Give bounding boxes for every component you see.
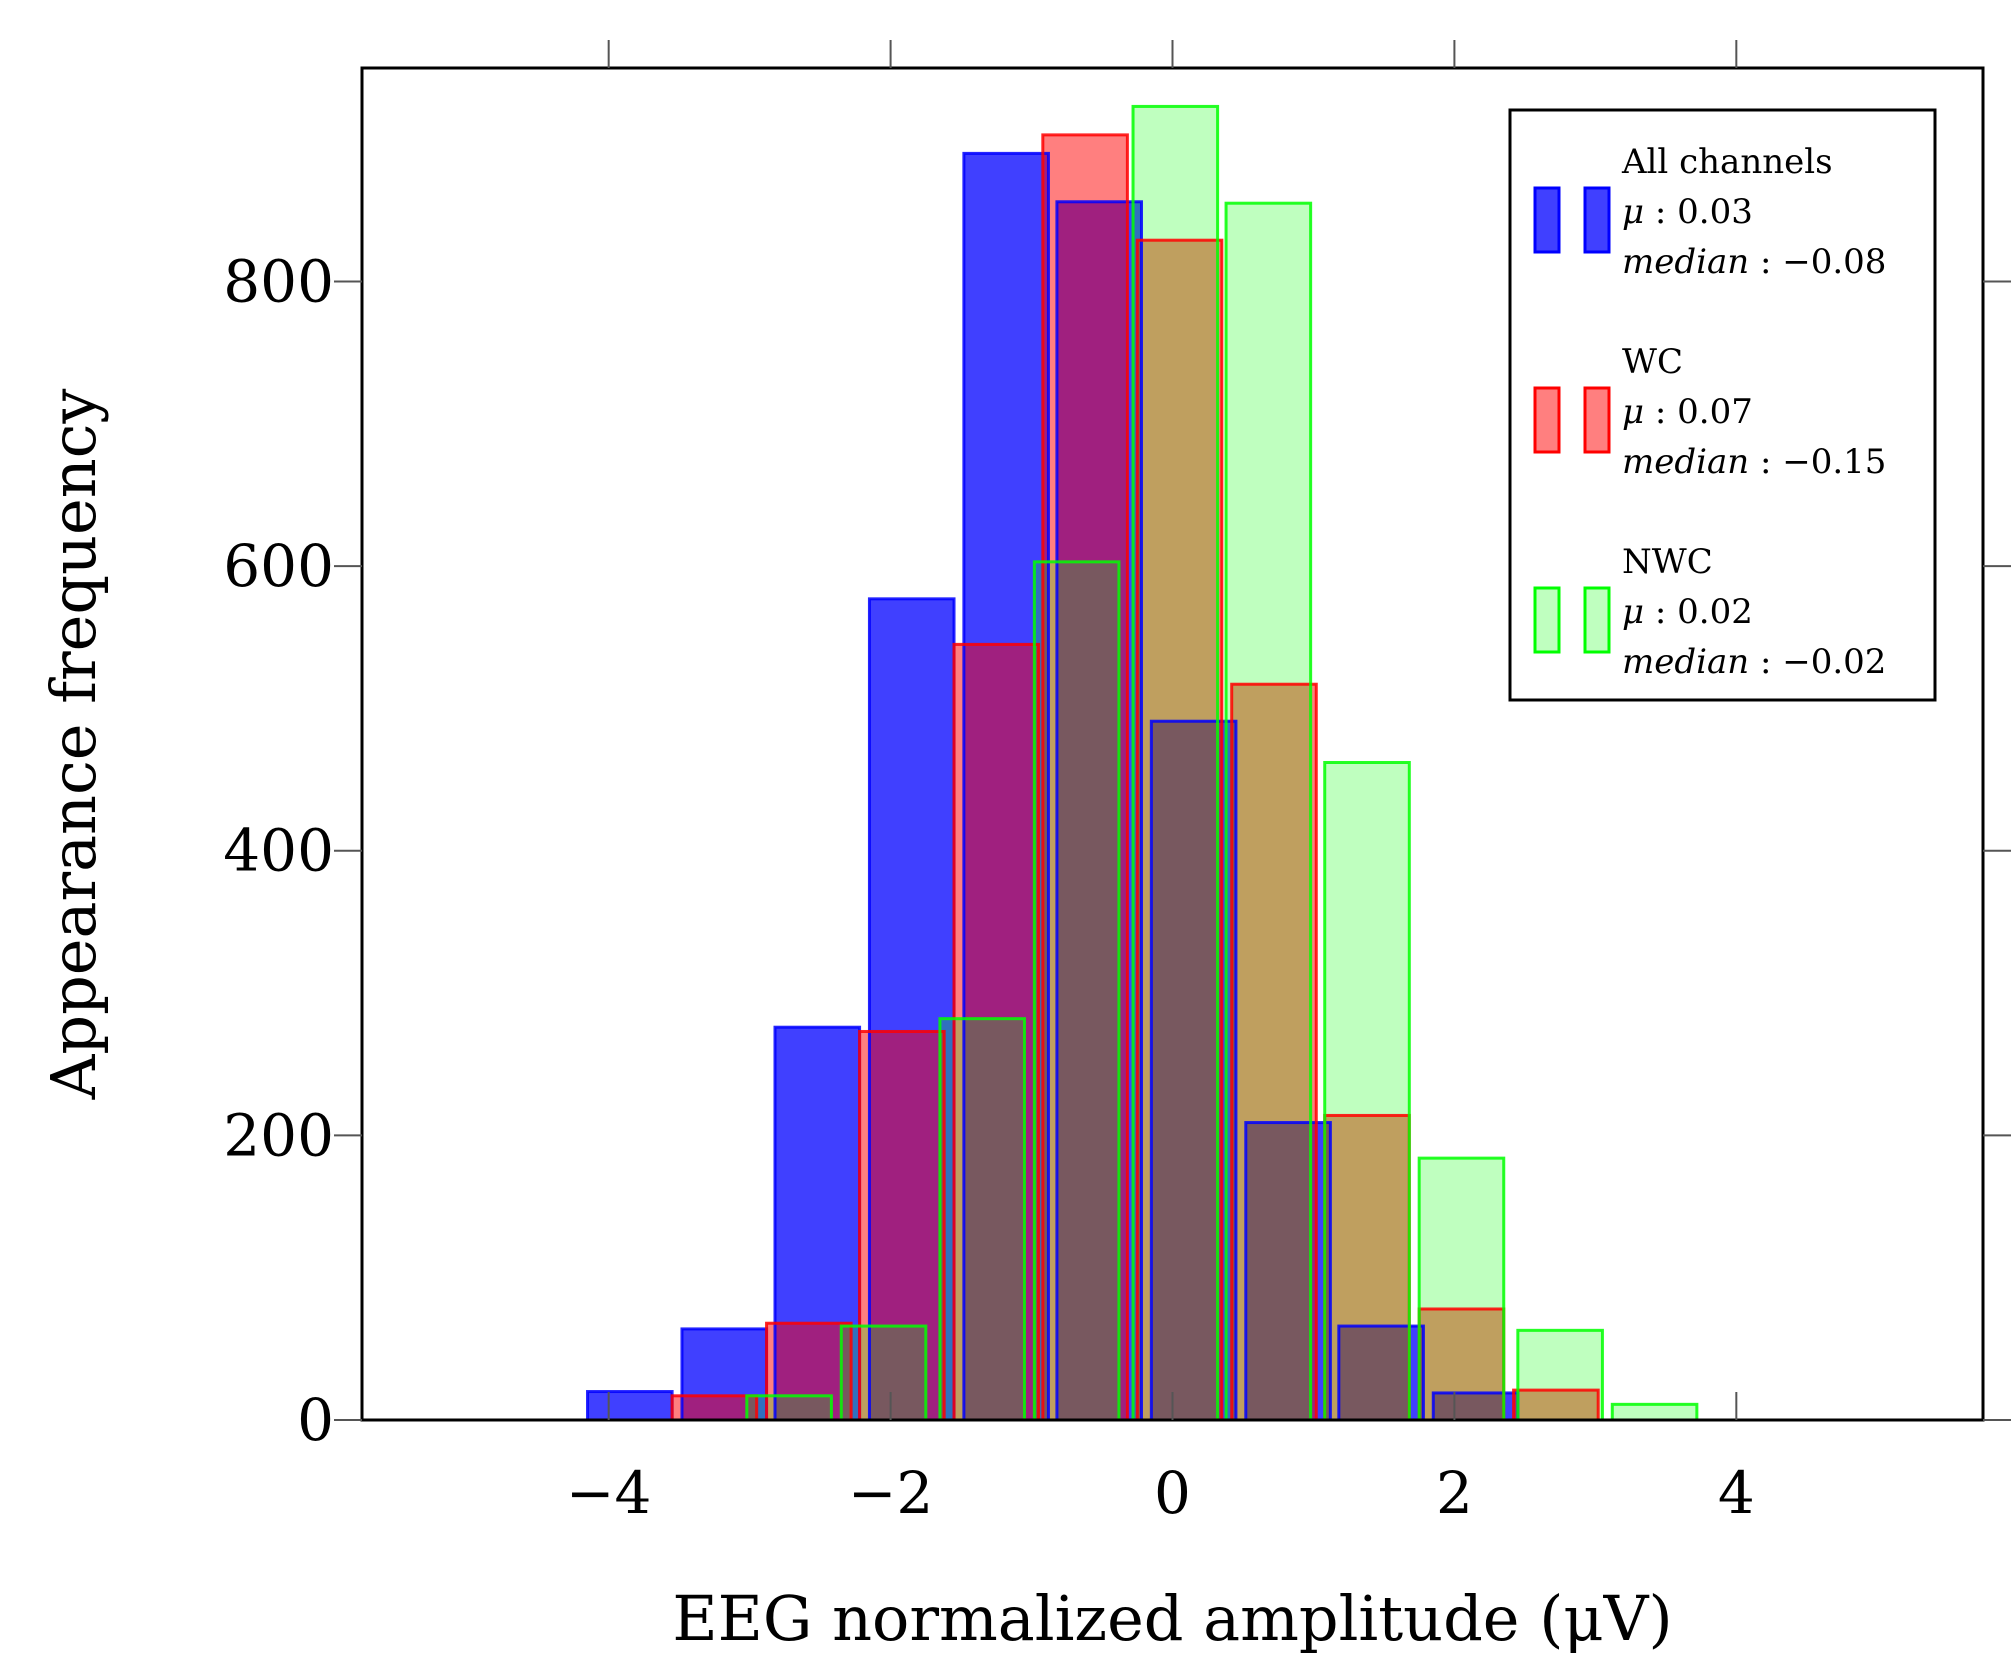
bar-wc-2 <box>859 1031 945 1420</box>
y-axis-title: Appearance frequency <box>37 389 110 1101</box>
legend-swatch-nwc-0 <box>1533 586 1561 654</box>
legend-swatch-all-channels-1 <box>1583 186 1611 254</box>
ticks-layer: −4 −2 0 2 4 0 200 400 600 800 <box>223 40 2011 1527</box>
legend-label-wc: WC <box>1622 342 1683 382</box>
legend-median-value: : −0.02 <box>1749 642 1886 682</box>
y-tick-label: 800 <box>223 247 334 315</box>
legend-swatch-all-channels-0 <box>1533 186 1561 254</box>
y-tick-label: 200 <box>223 1101 334 1169</box>
legend-label-all-channels: All channels <box>1621 142 1833 182</box>
x-tick-label: 0 <box>1154 1459 1191 1527</box>
bar-nwc-8 <box>1517 1330 1603 1420</box>
legend-median-all-channels: median : −0.08 <box>1622 242 1886 282</box>
bar-nwc-6 <box>1324 762 1410 1420</box>
bar-nwc-4 <box>1133 106 1218 1420</box>
x-axis-title: EEG normalized amplitude (μV) <box>672 1582 1672 1655</box>
x-tick-label: −4 <box>566 1459 652 1527</box>
x-tick-label: −2 <box>848 1459 934 1527</box>
legend-median-nwc: median : −0.02 <box>1622 642 1886 682</box>
x-tick-label: 4 <box>1718 1459 1755 1527</box>
bar-all-channels-0 <box>587 1391 673 1420</box>
bars-layer <box>587 106 1697 1421</box>
y-tick-label: 600 <box>223 532 334 600</box>
legend-box <box>1508 108 1937 702</box>
bar-wc-9 <box>1513 1390 1599 1420</box>
legend-mean-symbol: μ <box>1622 392 1644 432</box>
bar-nwc-0 <box>746 1395 832 1420</box>
bar-wc-0 <box>672 1395 757 1420</box>
legend-median-value: : −0.15 <box>1749 442 1886 482</box>
legend-median-symbol: median <box>1622 242 1749 282</box>
y-tick-label: 0 <box>297 1386 334 1454</box>
legend-mean-all-channels: μ : 0.03 <box>1622 192 1753 232</box>
x-tick-label: 2 <box>1436 1459 1473 1527</box>
legend-mean-value: : 0.03 <box>1644 192 1753 232</box>
bar-wc-1 <box>766 1323 852 1420</box>
y-tick-label: 400 <box>223 817 334 885</box>
bar-nwc-5 <box>1226 203 1311 1421</box>
legend-mean-nwc: μ : 0.02 <box>1622 592 1753 632</box>
bar-nwc-1 <box>841 1326 926 1420</box>
legend-swatch-nwc-1 <box>1583 586 1611 654</box>
legend-mean-symbol: μ <box>1622 192 1644 232</box>
bar-nwc-7 <box>1419 1158 1504 1420</box>
legend-mean-wc: μ : 0.07 <box>1622 392 1753 432</box>
legend-median-value: : −0.08 <box>1749 242 1886 282</box>
legend-mean-value: : 0.07 <box>1644 392 1753 432</box>
legend-median-symbol: median <box>1622 442 1749 482</box>
legend-median-wc: median : −0.15 <box>1622 442 1886 482</box>
legend-median-symbol: median <box>1622 642 1749 682</box>
legend: All channels μ : 0.03 median : −0.08 WC μ : … <box>1508 108 1937 702</box>
legend-mean-symbol: μ <box>1622 592 1644 632</box>
legend-label-nwc: NWC <box>1622 542 1713 582</box>
legend-swatch-wc-0 <box>1533 386 1561 454</box>
bar-nwc-9 <box>1612 1404 1697 1420</box>
legend-mean-value: : 0.02 <box>1644 592 1753 632</box>
legend-swatch-wc-1 <box>1583 386 1611 454</box>
